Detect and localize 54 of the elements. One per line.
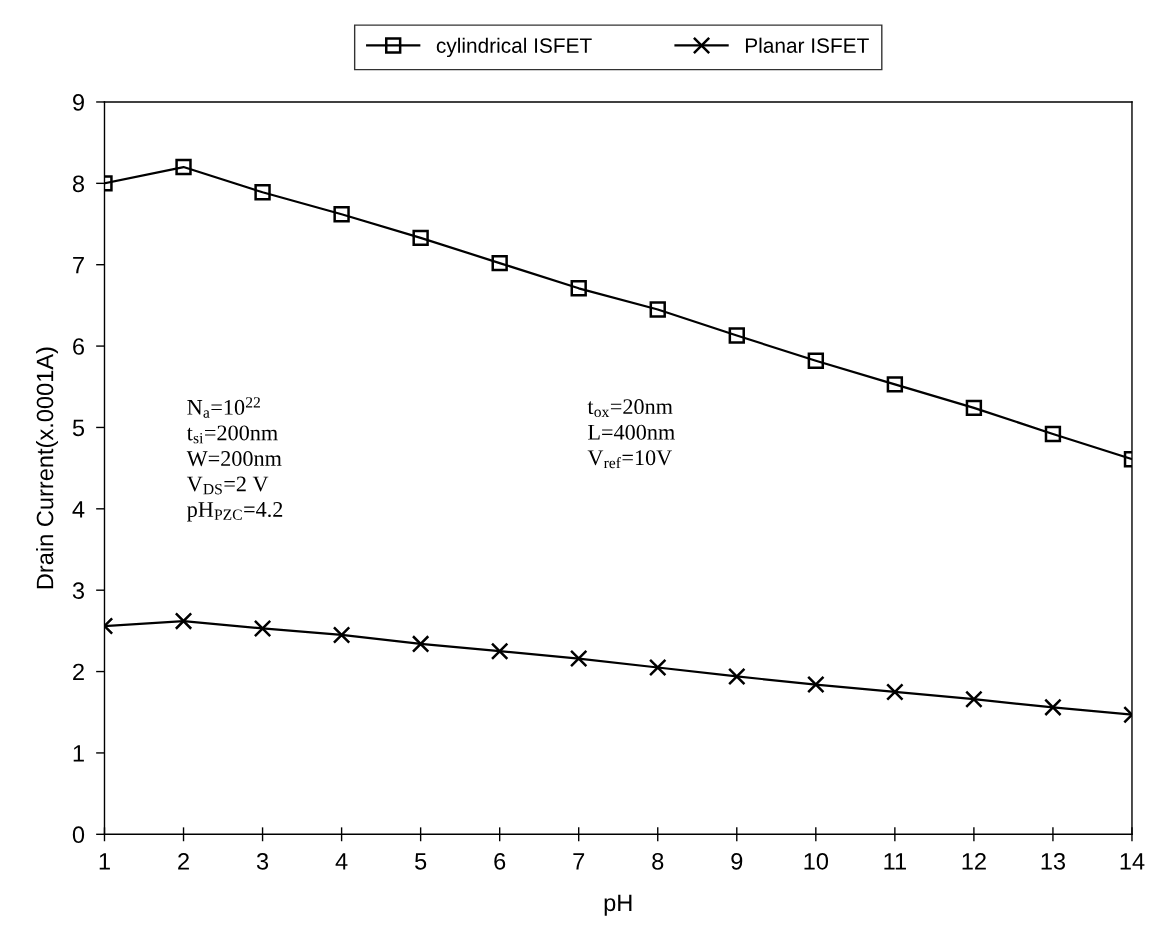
y-tick-label: 6: [73, 338, 85, 355]
x-tick-label: 1: [99, 853, 110, 870]
point: [491, 254, 508, 272]
point: [332, 626, 351, 644]
point: [728, 327, 745, 344]
point: [727, 667, 746, 686]
x-tick-label: 11: [884, 853, 906, 870]
x-tick-label: 8: [652, 852, 664, 870]
point: [648, 658, 667, 677]
point: [333, 206, 350, 223]
point: [254, 184, 271, 201]
x-tick-label: 2: [178, 852, 189, 870]
y-tick-label: 0: [72, 826, 85, 844]
text: N$_{a}$=10$^{22}$ t$_{si}$=200nm W=200nm V$_{DS}$=2 V pH$_{PZC}$=4.2: [186, 397, 283, 522]
x-tick-label: 5: [415, 853, 427, 870]
x-tick-label: 6: [494, 852, 506, 870]
y-tick-label: 2: [73, 663, 84, 681]
y-tick-label: 8: [72, 175, 85, 193]
point: [1044, 698, 1062, 717]
y-tick-label: 5: [72, 419, 85, 437]
legend-label: Planar ISFET: [745, 37, 869, 53]
point: [570, 280, 587, 297]
point: [886, 376, 904, 393]
y-tick-label: 3: [72, 582, 85, 599]
point: [412, 229, 429, 247]
x-tick-label: 3: [256, 852, 269, 870]
y-tick-label: 1: [73, 745, 84, 762]
point: [965, 690, 983, 709]
point: [806, 675, 825, 694]
x-tick-label: 14: [1120, 853, 1145, 870]
x-axis-title: pH: [604, 894, 632, 916]
point: [490, 642, 509, 661]
point: [569, 649, 588, 668]
y-tick-label: 4: [72, 501, 85, 518]
x-tick-label: 9: [731, 852, 743, 870]
point: [175, 158, 192, 176]
y-tick-label: 7: [73, 257, 84, 274]
point: [1044, 425, 1062, 443]
point: [885, 683, 904, 701]
legend-label: cylindrical ISFET: [436, 37, 592, 58]
y-tick-label: 9: [73, 94, 84, 111]
point: [965, 399, 983, 417]
point: [807, 352, 825, 369]
x-tick-label: 12: [962, 852, 986, 870]
y-axis-title: Drain Current(x.0001A): [36, 347, 59, 589]
x-tick-label: 13: [1041, 852, 1066, 870]
x-tick-label: 4: [335, 853, 348, 870]
x-tick-label: 10: [804, 852, 829, 870]
x-tick-label: 7: [573, 853, 585, 870]
point: [174, 612, 193, 630]
point: [411, 635, 430, 653]
point: [253, 619, 272, 638]
annotation: t$_{ox}$=20nm L=400nm V$_{ref}$=10V: [587, 399, 675, 469]
point: [649, 301, 666, 318]
